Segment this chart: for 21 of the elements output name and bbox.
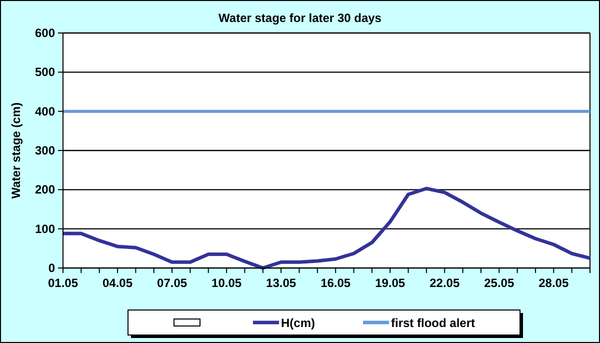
x-tick-label: 01.05: [48, 276, 78, 290]
x-tick-label: 13.05: [266, 276, 296, 290]
y-tick-label: 500: [34, 65, 56, 80]
x-tick-label: 07.05: [157, 276, 188, 290]
y-tick-label: 100: [34, 222, 56, 236]
y-tick-label: 300: [34, 144, 56, 158]
x-tick-label: 16.05: [320, 276, 351, 290]
y-tick-label: 0: [48, 261, 56, 275]
y-tick-label: 400: [34, 104, 56, 118]
x-tick-label: 04.05: [102, 276, 133, 290]
chart-title: Water stage for later 30 days: [218, 11, 382, 25]
y-tick-label: 200: [34, 182, 56, 197]
y-tick-label: 600: [34, 26, 56, 40]
x-tick-label: 22.05: [430, 276, 460, 290]
legend-label: H(cm): [281, 316, 316, 330]
y-axis-title: Water stage (cm): [9, 102, 23, 199]
x-tick-label: 25.05: [484, 276, 514, 290]
x-tick-label: 28.05: [538, 276, 569, 290]
x-tick-label: 19.05: [375, 276, 406, 290]
legend-label: first flood alert: [391, 316, 476, 330]
x-tick-label: 10.05: [212, 276, 242, 290]
